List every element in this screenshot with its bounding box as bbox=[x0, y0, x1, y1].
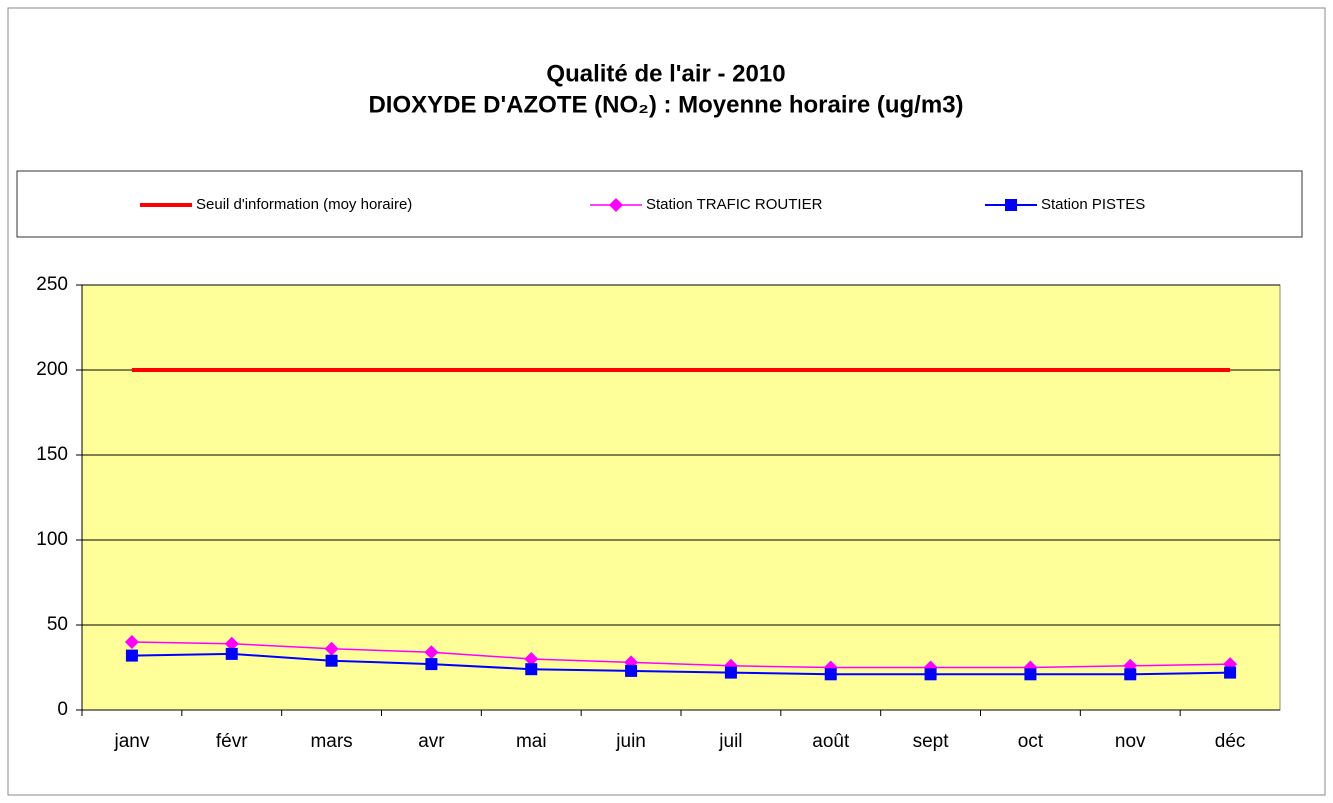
data-point bbox=[125, 649, 138, 662]
legend-label: Seuil d'information (moy horaire) bbox=[196, 196, 412, 213]
x-tick-label: déc bbox=[1215, 731, 1246, 752]
legend-marker bbox=[1005, 199, 1017, 211]
data-point bbox=[924, 668, 937, 681]
x-tick-label: nov bbox=[1115, 731, 1146, 752]
data-point bbox=[525, 663, 538, 676]
data-point bbox=[424, 645, 439, 660]
plot-area bbox=[81, 284, 1281, 711]
x-tick-label: sept bbox=[913, 731, 950, 752]
x-tick-label: avr bbox=[418, 731, 445, 752]
y-tick-label: 200 bbox=[36, 359, 68, 380]
y-tick-label: 50 bbox=[47, 614, 68, 635]
y-tick-label: 0 bbox=[57, 699, 68, 720]
legend-box bbox=[16, 170, 1303, 238]
data-point bbox=[425, 658, 438, 671]
x-tick-label: oct bbox=[1018, 731, 1044, 752]
x-tick-label: févr bbox=[216, 731, 248, 752]
data-point bbox=[225, 647, 238, 660]
x-tick-label: mai bbox=[516, 731, 547, 752]
chart-title: Qualité de l'air - 2010 bbox=[546, 60, 785, 87]
data-point bbox=[224, 636, 239, 651]
y-tick-label: 150 bbox=[36, 444, 68, 465]
x-tick-label: août bbox=[812, 731, 850, 752]
x-tick-label: mars bbox=[310, 731, 352, 752]
chart-subtitle: DIOXYDE D'AZOTE (NO₂) : Moyenne horaire … bbox=[368, 91, 963, 118]
data-point bbox=[1124, 668, 1137, 681]
y-tick-label: 100 bbox=[36, 529, 68, 550]
series-line bbox=[131, 652, 1231, 676]
series-line bbox=[131, 641, 1231, 669]
data-point bbox=[1224, 666, 1237, 679]
data-point bbox=[124, 635, 139, 649]
data-point bbox=[325, 654, 338, 667]
x-tick-label: juil bbox=[718, 731, 742, 752]
data-point bbox=[724, 666, 737, 679]
legend-marker bbox=[609, 198, 623, 212]
data-point bbox=[524, 652, 539, 666]
legend-label: Station PISTES bbox=[1041, 196, 1145, 213]
data-point bbox=[1024, 668, 1037, 681]
x-tick-label: juin bbox=[615, 731, 646, 752]
x-tick-label: janv bbox=[113, 731, 149, 752]
data-point bbox=[824, 668, 837, 681]
data-point bbox=[324, 641, 339, 656]
legend-label: Station TRAFIC ROUTIER bbox=[646, 196, 823, 213]
y-tick-label: 250 bbox=[36, 274, 68, 295]
data-point bbox=[625, 664, 638, 677]
